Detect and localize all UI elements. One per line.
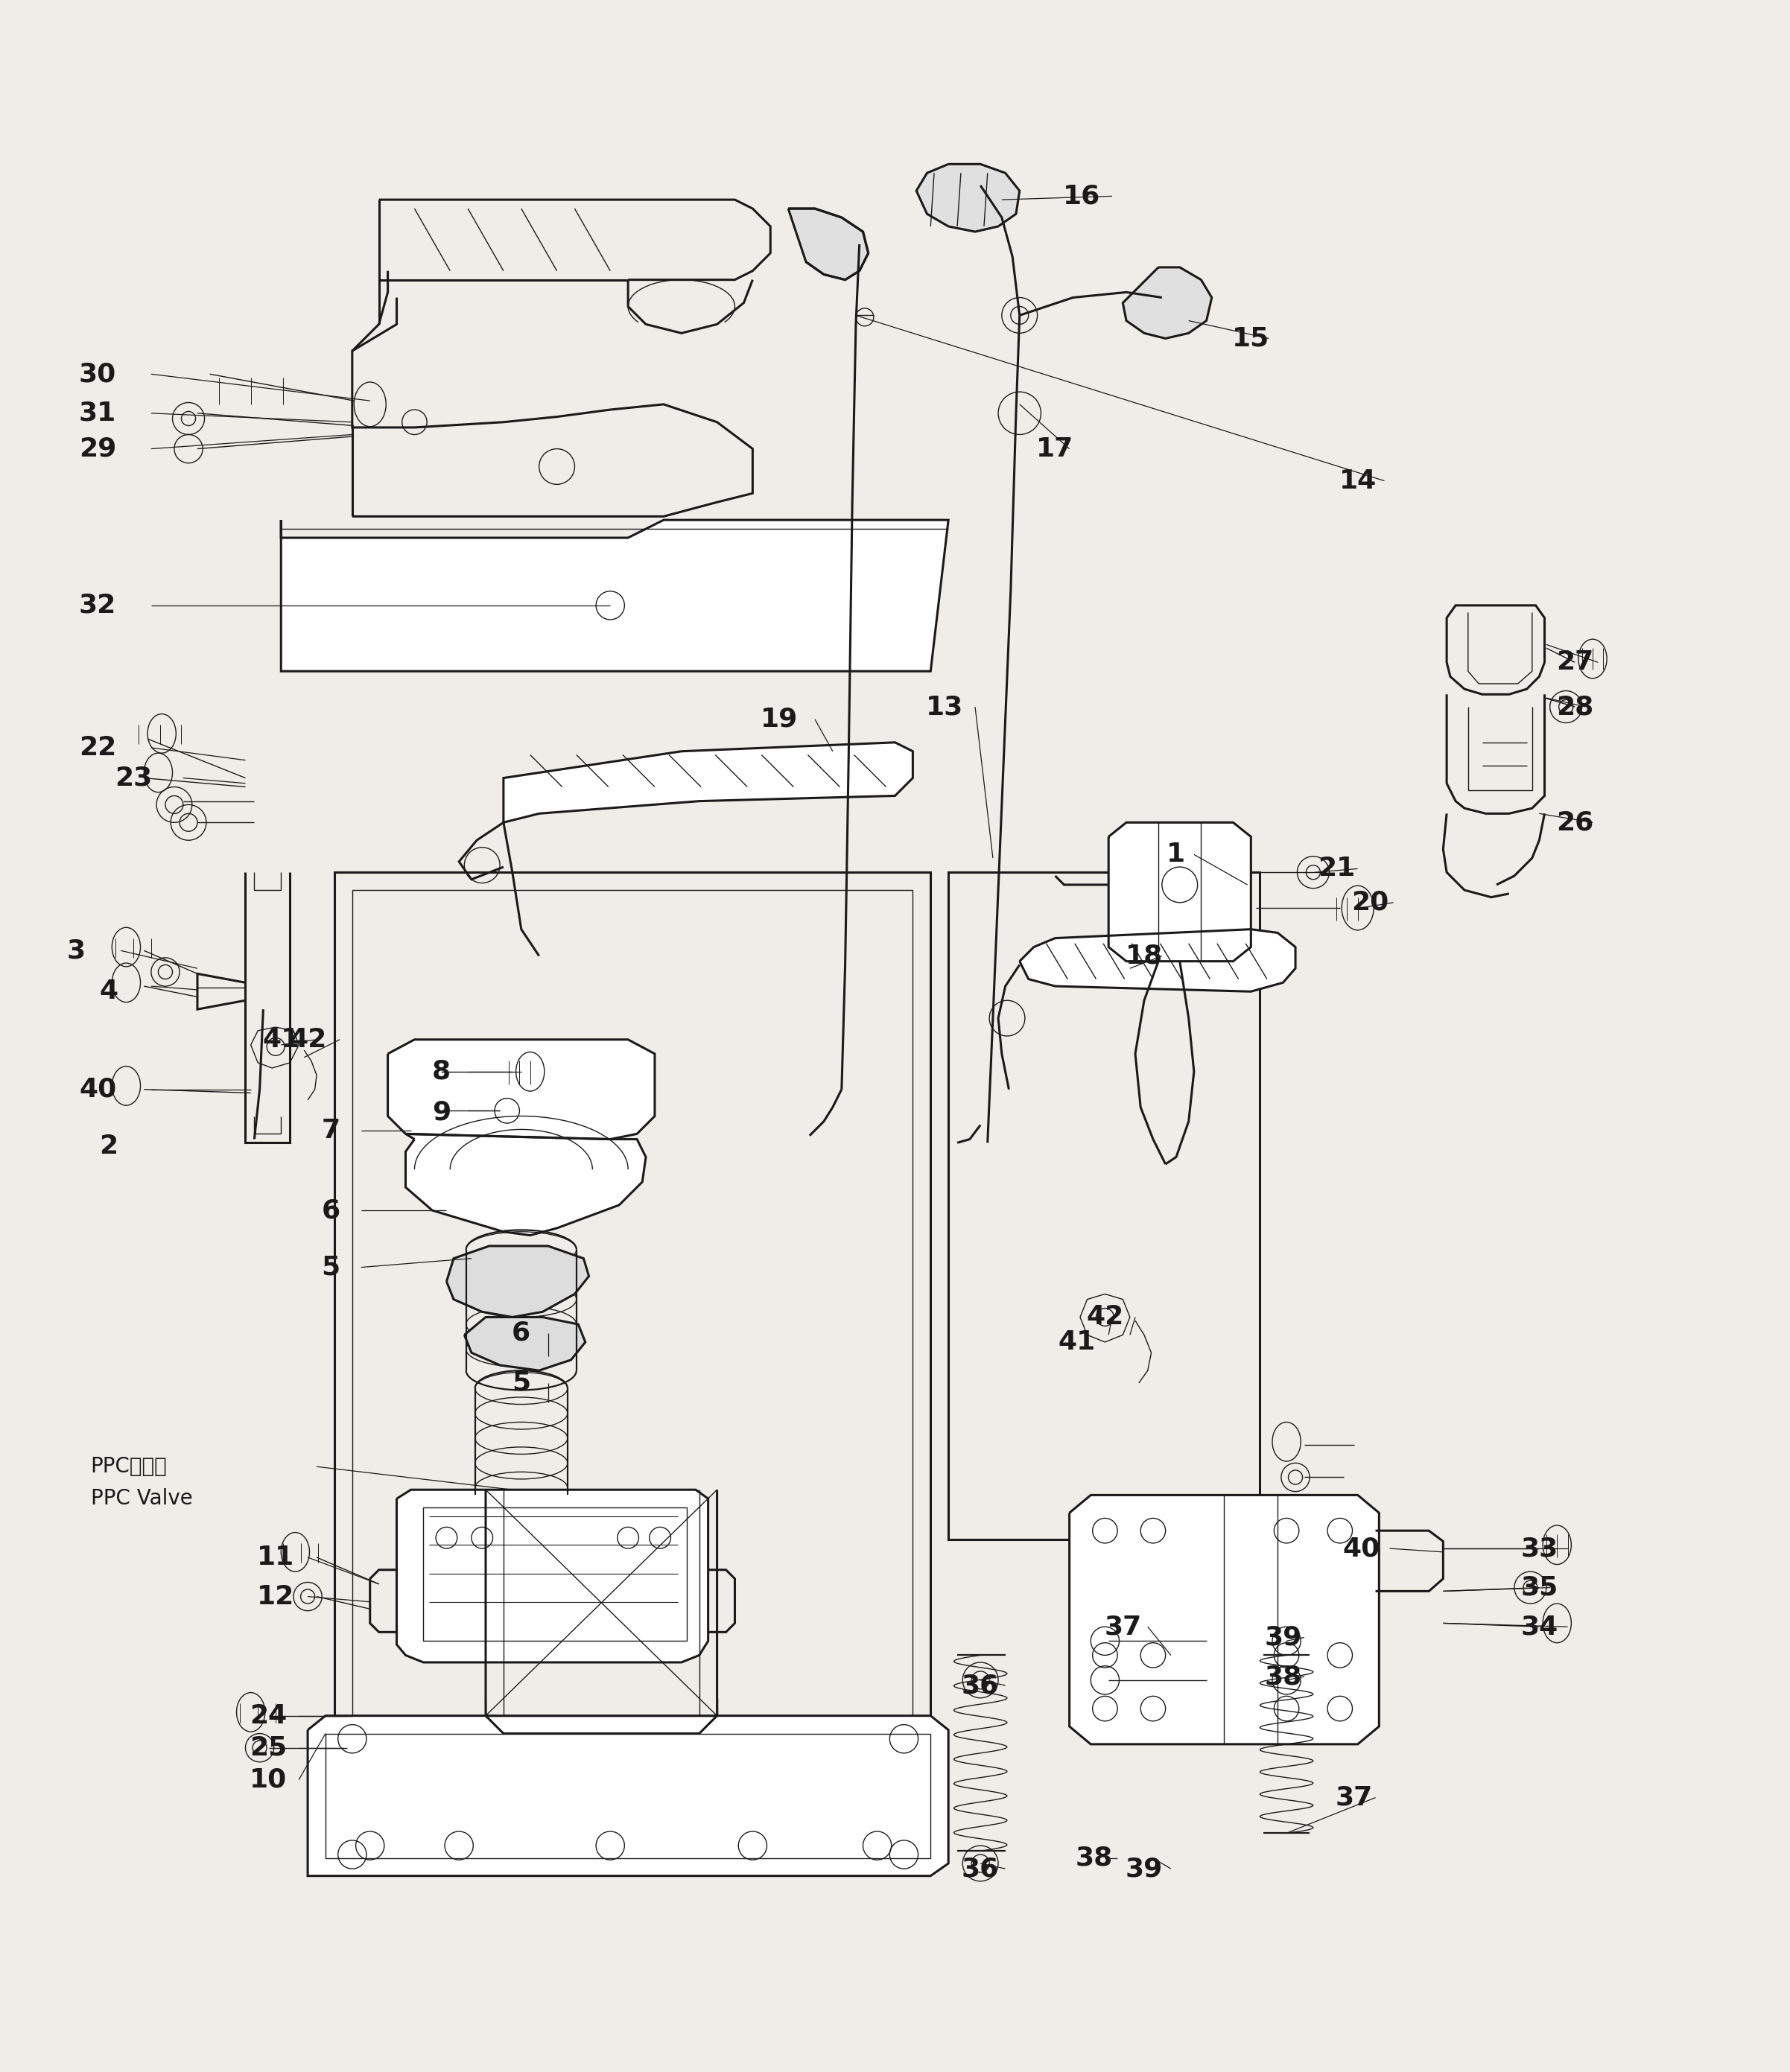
Text: 4: 4 xyxy=(98,978,118,1005)
Text: 33: 33 xyxy=(1520,1535,1557,1560)
Text: 37: 37 xyxy=(1104,1614,1142,1639)
Text: 29: 29 xyxy=(79,435,116,462)
Text: 26: 26 xyxy=(1556,810,1593,835)
Text: 23: 23 xyxy=(115,765,152,792)
Polygon shape xyxy=(388,1040,655,1140)
Text: 25: 25 xyxy=(251,1734,286,1761)
Text: 10: 10 xyxy=(251,1767,286,1792)
Text: 15: 15 xyxy=(1232,325,1269,350)
Text: 39: 39 xyxy=(1264,1624,1301,1649)
Text: 40: 40 xyxy=(1342,1535,1380,1560)
Polygon shape xyxy=(308,1716,949,1875)
Text: 18: 18 xyxy=(1126,943,1164,968)
Text: 35: 35 xyxy=(1520,1575,1557,1600)
Polygon shape xyxy=(788,209,868,280)
Text: 19: 19 xyxy=(761,707,798,731)
Text: 39: 39 xyxy=(1126,1857,1164,1881)
Text: PPC Valve: PPC Valve xyxy=(91,1488,193,1508)
Polygon shape xyxy=(397,1490,709,1662)
Text: 7: 7 xyxy=(322,1117,340,1144)
Text: 16: 16 xyxy=(1063,184,1101,209)
Text: 20: 20 xyxy=(1351,889,1389,916)
Text: 21: 21 xyxy=(1317,856,1355,881)
Polygon shape xyxy=(281,520,949,671)
Text: 31: 31 xyxy=(79,400,116,427)
Polygon shape xyxy=(446,1245,589,1318)
Text: 9: 9 xyxy=(431,1100,451,1125)
Bar xyxy=(353,891,913,1823)
Text: 13: 13 xyxy=(925,694,963,719)
Text: PPCバルブ: PPCバルブ xyxy=(91,1457,166,1477)
Text: 8: 8 xyxy=(431,1059,451,1084)
Text: 36: 36 xyxy=(961,1857,999,1881)
Polygon shape xyxy=(406,1133,646,1235)
Text: 6: 6 xyxy=(512,1320,530,1347)
Text: 30: 30 xyxy=(79,361,116,387)
Text: 24: 24 xyxy=(251,1703,286,1728)
Text: 41: 41 xyxy=(263,1028,299,1053)
Text: 12: 12 xyxy=(258,1583,294,1610)
Text: 28: 28 xyxy=(1556,694,1593,719)
Polygon shape xyxy=(1020,928,1296,992)
Text: 42: 42 xyxy=(288,1028,326,1053)
Text: 36: 36 xyxy=(961,1672,999,1699)
Text: 42: 42 xyxy=(1087,1305,1124,1330)
Bar xyxy=(424,1508,687,1641)
Bar xyxy=(949,872,1260,1539)
Text: 6: 6 xyxy=(322,1198,340,1222)
Polygon shape xyxy=(1108,823,1251,961)
Text: 37: 37 xyxy=(1335,1784,1373,1811)
Text: 11: 11 xyxy=(258,1546,294,1571)
Text: 5: 5 xyxy=(322,1256,340,1280)
Text: 1: 1 xyxy=(1167,841,1185,868)
Text: 40: 40 xyxy=(79,1077,116,1102)
Text: 34: 34 xyxy=(1520,1614,1557,1639)
Polygon shape xyxy=(503,742,913,823)
Polygon shape xyxy=(916,164,1020,232)
Text: 32: 32 xyxy=(79,593,116,617)
Text: 5: 5 xyxy=(512,1370,530,1397)
Text: 27: 27 xyxy=(1556,651,1593,675)
Text: 17: 17 xyxy=(1036,435,1074,462)
Text: 41: 41 xyxy=(1058,1330,1095,1355)
Polygon shape xyxy=(1122,267,1212,338)
Text: 14: 14 xyxy=(1339,468,1377,493)
Polygon shape xyxy=(1069,1496,1378,1745)
Bar xyxy=(335,872,931,1842)
Text: 3: 3 xyxy=(66,939,86,963)
Text: 22: 22 xyxy=(79,736,116,760)
Text: 38: 38 xyxy=(1264,1664,1301,1689)
Text: 2: 2 xyxy=(98,1133,118,1158)
Text: 38: 38 xyxy=(1076,1846,1113,1871)
Polygon shape xyxy=(464,1318,585,1370)
